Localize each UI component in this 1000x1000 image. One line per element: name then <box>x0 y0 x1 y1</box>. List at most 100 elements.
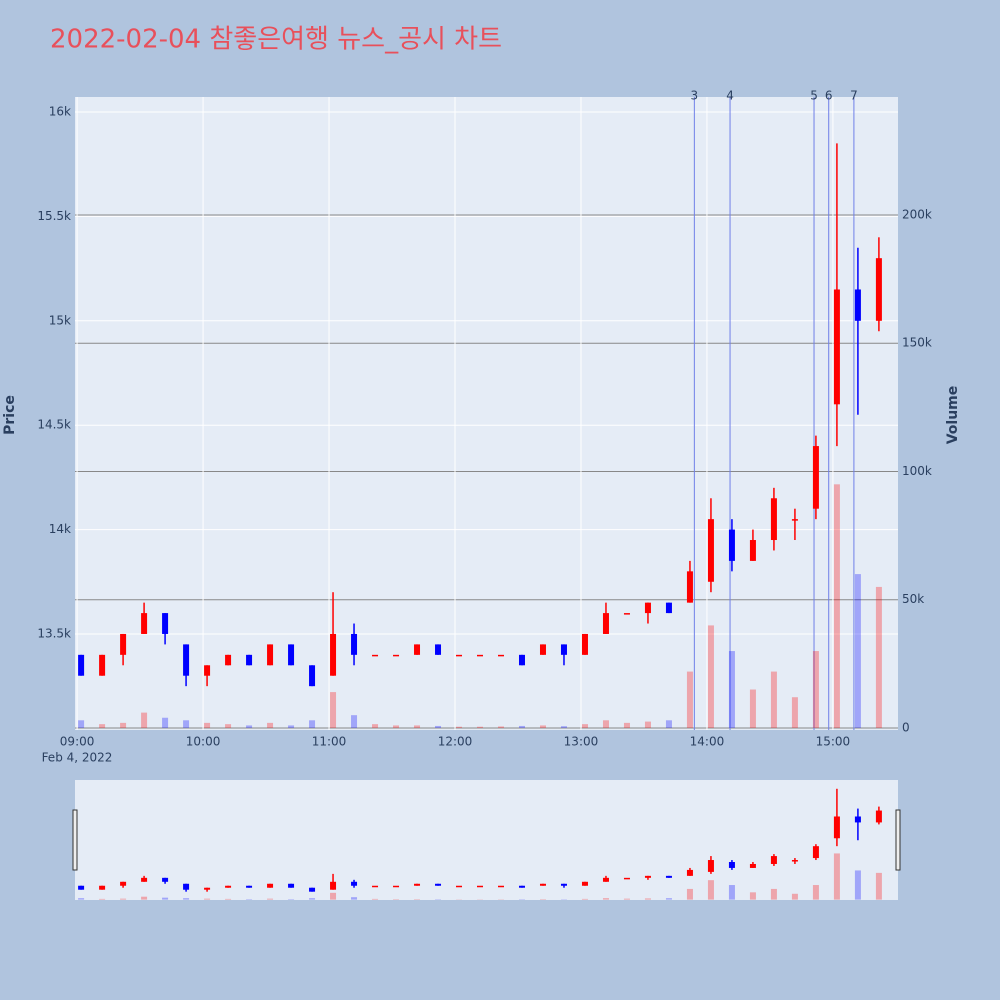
candle-body <box>435 644 442 655</box>
x-tick-label: 14:00 <box>690 735 725 749</box>
y2-tick-label: 0 <box>902 720 910 734</box>
candle-body <box>749 540 756 561</box>
volume-bar <box>812 651 819 728</box>
volume-bar <box>749 892 756 900</box>
volume-bar <box>372 898 379 900</box>
volume-bar <box>560 726 567 728</box>
y2-axis-title: Volume <box>945 386 961 445</box>
x-date-label: Feb 4, 2022 <box>42 751 113 765</box>
candle-body <box>393 885 400 888</box>
candle-body <box>330 881 337 890</box>
candle-body <box>78 885 85 890</box>
volume-bar <box>728 885 735 900</box>
y-axis-title: Price <box>2 395 18 435</box>
y2-tick-label: 50k <box>902 592 924 606</box>
volume-bar <box>225 898 232 900</box>
candle-body <box>791 860 798 862</box>
volume-bar <box>204 722 211 728</box>
y2-tick-label: 200k <box>902 207 932 221</box>
volume-bar <box>686 671 693 728</box>
range-slider <box>75 780 898 900</box>
candle-body <box>141 613 148 634</box>
volume-bar <box>518 725 525 728</box>
volume-bar <box>99 724 106 728</box>
candle-body <box>791 519 798 521</box>
volume-bar <box>623 898 630 900</box>
news-label: 5 <box>810 89 818 103</box>
candle-body <box>435 883 442 886</box>
y-tick-label: 14k <box>49 522 71 536</box>
candle-body <box>414 883 421 886</box>
volume-bar <box>686 888 693 900</box>
candle-body <box>267 644 274 666</box>
volume-bar <box>875 872 882 900</box>
volume-bar <box>183 898 190 900</box>
candle-body <box>99 885 106 890</box>
volume-bar <box>309 720 316 728</box>
volume-bar <box>854 870 861 900</box>
candle-body <box>477 885 484 888</box>
volume-bar <box>372 724 379 728</box>
volume-bar <box>833 484 840 728</box>
y-tick-label: 15.5k <box>37 209 71 223</box>
volume-bar <box>749 689 756 728</box>
slider-handle[interactable] <box>72 809 78 871</box>
volume-bar <box>351 715 358 728</box>
volume-bar <box>854 574 861 728</box>
candle-body <box>812 846 819 859</box>
candle-body <box>309 665 316 687</box>
volume-bar <box>78 898 85 900</box>
volume-bar <box>267 722 274 728</box>
volume-bar <box>183 720 190 728</box>
y2-tick-label: 150k <box>902 336 932 350</box>
y-tick-label: 16k <box>49 105 71 119</box>
news-label: 4 <box>726 89 734 103</box>
volume-bar <box>602 898 609 900</box>
volume-bar <box>120 898 127 900</box>
volume-bar <box>162 897 169 900</box>
candle-body <box>414 644 421 655</box>
candle-body <box>267 883 274 888</box>
volume-bar <box>665 898 672 900</box>
candle-body <box>644 602 651 614</box>
candle-body <box>120 633 127 655</box>
candle-body <box>728 862 735 868</box>
volume-bar <box>539 725 546 728</box>
volume-bar <box>78 720 85 728</box>
volume-bar <box>623 722 630 728</box>
candle-body <box>602 877 609 882</box>
candle-body <box>330 633 337 676</box>
x-tick-label: 09:00 <box>60 735 95 749</box>
candle-body <box>833 816 840 839</box>
volume-bar <box>162 717 169 728</box>
candle-body <box>602 613 609 634</box>
candle-body <box>497 654 504 657</box>
volume-bar <box>581 898 588 900</box>
candle-body <box>812 446 819 509</box>
slider-handle[interactable] <box>895 809 901 871</box>
candle-body <box>456 654 463 657</box>
candle-body <box>120 881 127 886</box>
volume-bar <box>875 586 882 728</box>
volume-bar <box>414 725 421 728</box>
volume-bar <box>330 692 337 728</box>
volume-bar <box>141 712 148 728</box>
volume-bar <box>120 722 127 728</box>
candle-body <box>204 665 211 676</box>
candle-body <box>162 613 169 634</box>
volume-bar <box>435 725 442 728</box>
volume-bar <box>770 671 777 728</box>
candle-body <box>833 289 840 405</box>
candle-body <box>351 633 358 655</box>
volume-bar <box>833 853 840 900</box>
news-label: 3 <box>691 89 699 103</box>
candle-body <box>288 644 295 666</box>
volume-bar <box>204 898 211 900</box>
volume-bar <box>812 885 819 900</box>
volume-bar <box>99 898 106 900</box>
volume-bar <box>246 725 253 728</box>
news-label: 6 <box>825 89 833 103</box>
candle-body <box>539 644 546 655</box>
y2-tick-label: 100k <box>902 464 932 478</box>
candle-body <box>372 885 379 888</box>
